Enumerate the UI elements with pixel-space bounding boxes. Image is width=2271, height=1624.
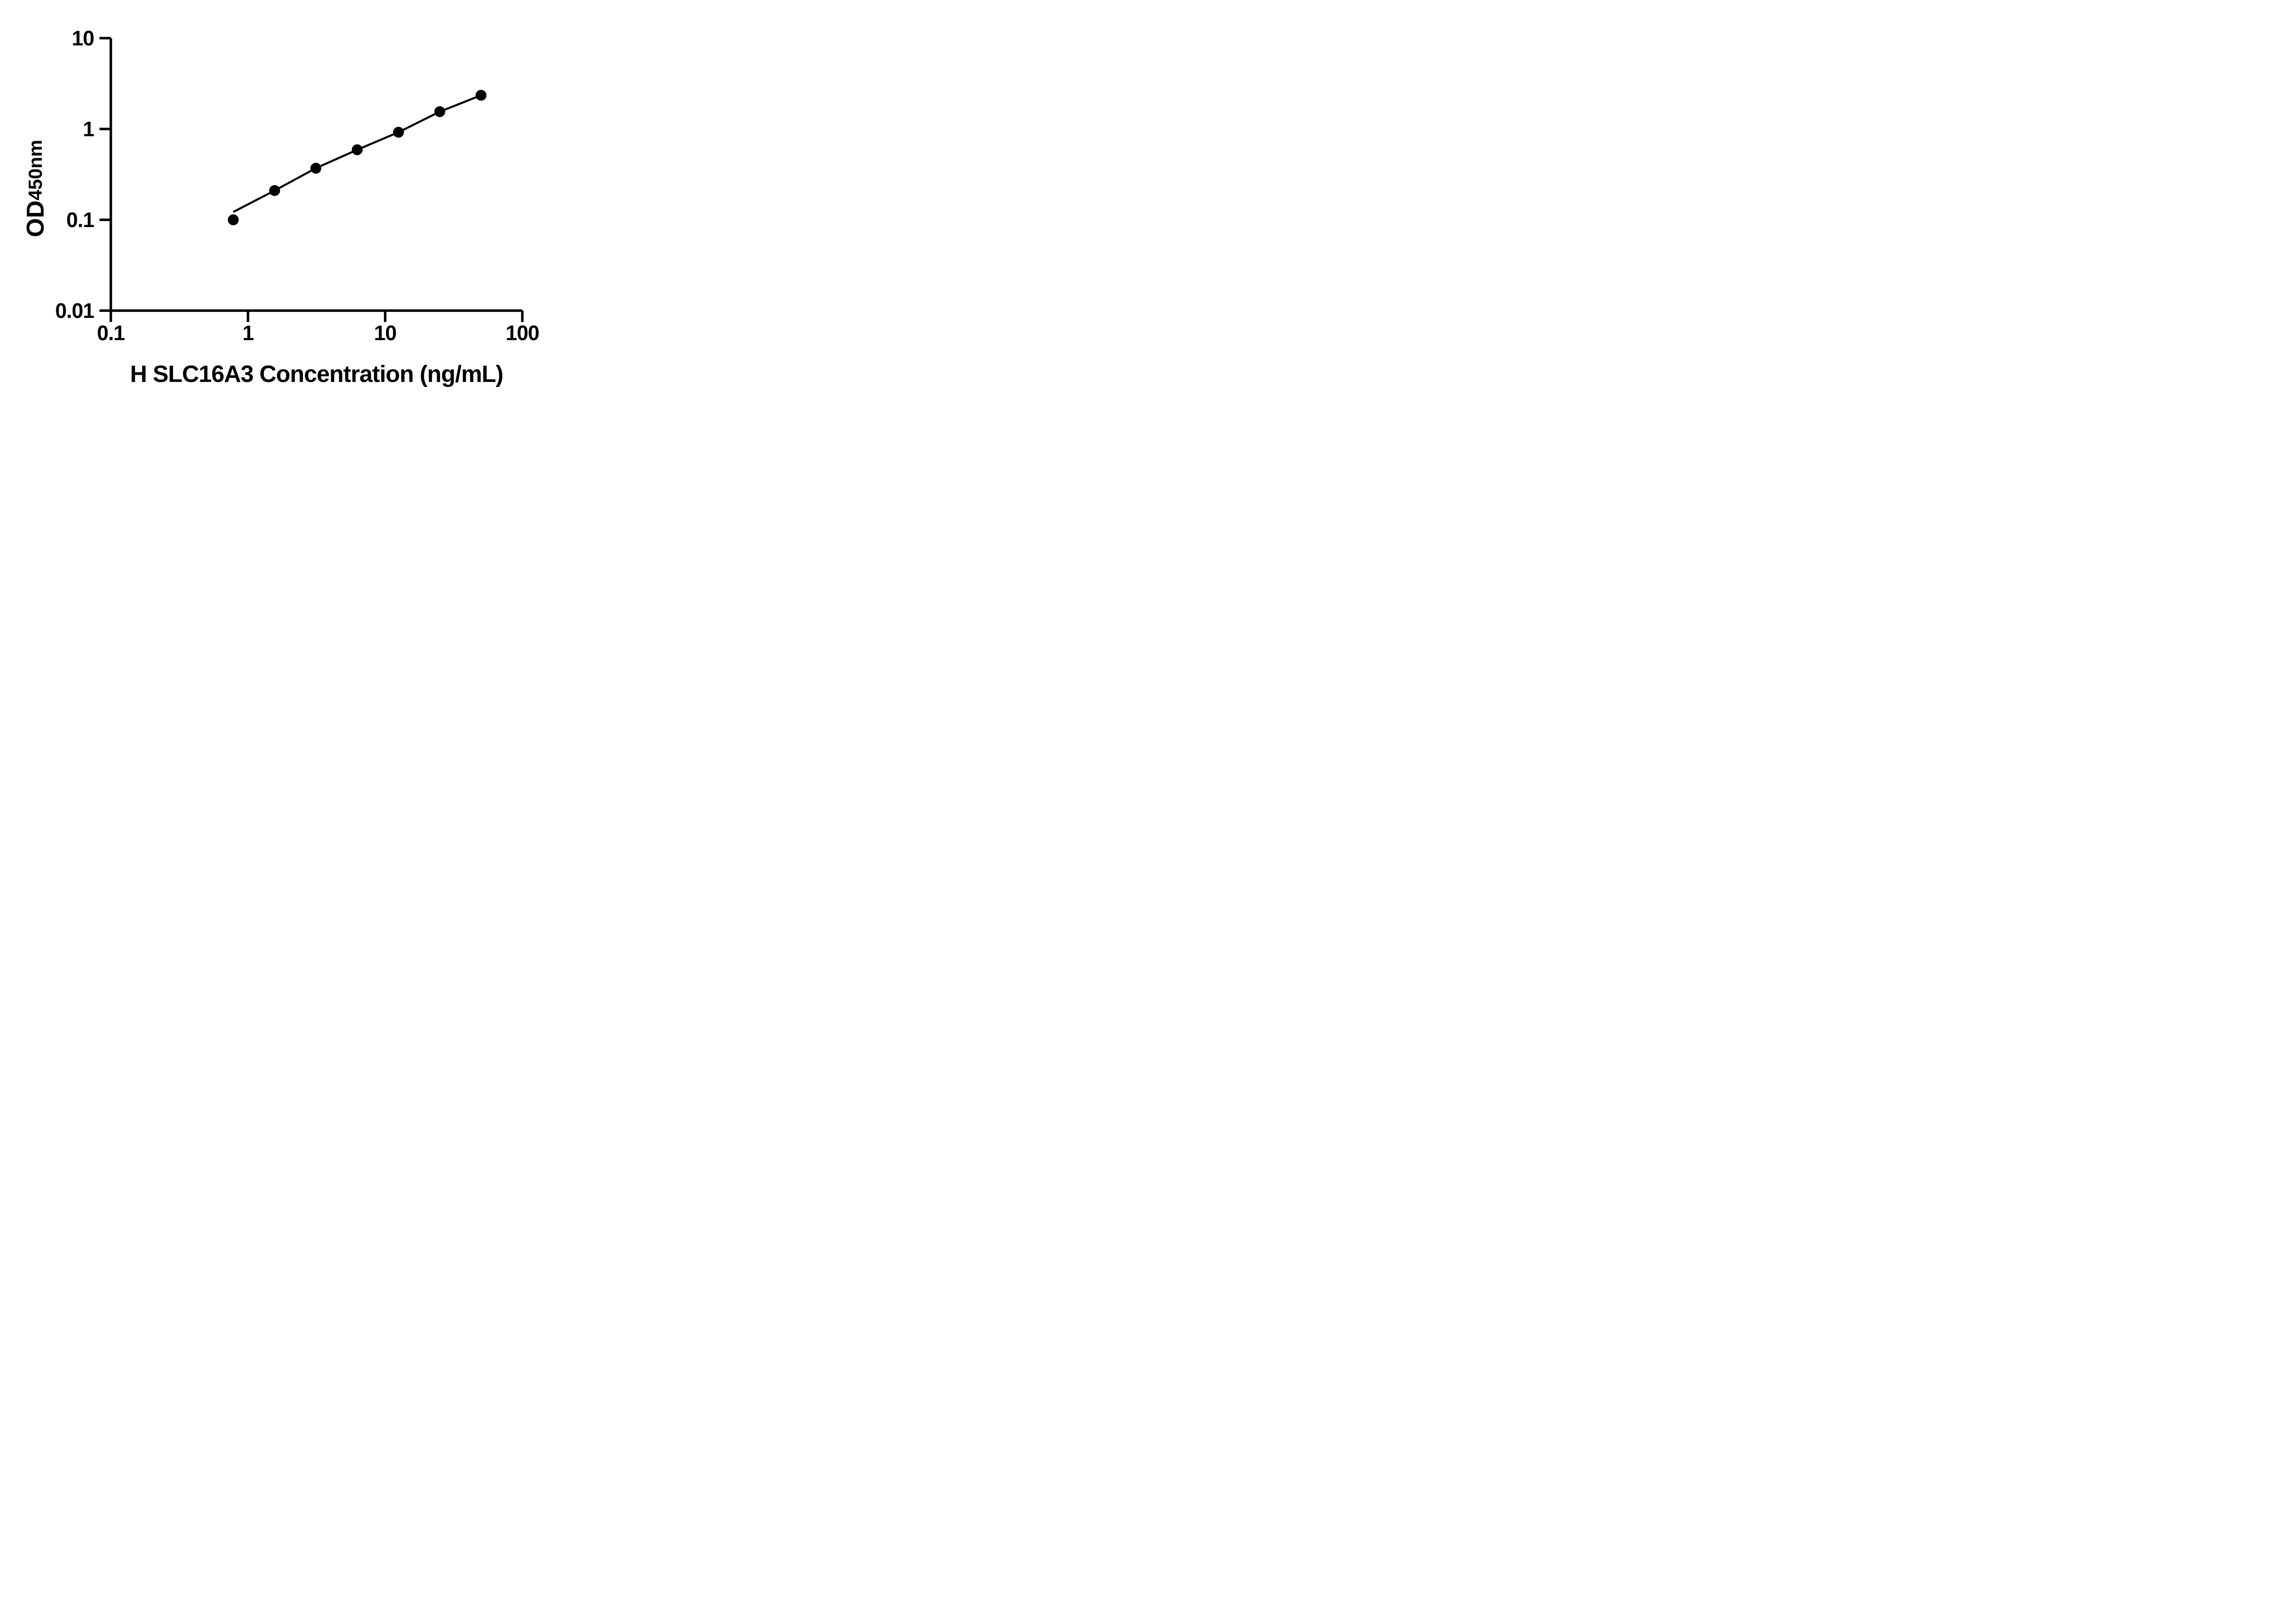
data-point xyxy=(269,185,280,196)
x-tick-label: 100 xyxy=(506,321,539,345)
data-point xyxy=(310,163,322,174)
y-axis-title: OD 450nm xyxy=(17,7,54,370)
data-point xyxy=(352,144,363,155)
data-layer xyxy=(228,89,487,225)
x-tick-label: 0.1 xyxy=(97,321,125,345)
y-tick-label: 1 xyxy=(83,117,94,141)
x-tick-label: 1 xyxy=(243,321,254,345)
x-tick-label: 10 xyxy=(374,321,396,345)
data-point xyxy=(228,214,239,225)
axis-spine xyxy=(109,38,522,312)
y-axis-title-subscript: 450nm xyxy=(25,139,46,201)
data-point xyxy=(434,106,446,117)
data-point xyxy=(393,127,404,138)
elisa-standard-curve-figure: 0.01 0.1 1 10 0.1 1 10 100 OD 450nm H SLC16A3 Co… xyxy=(0,0,583,406)
data-point xyxy=(476,89,487,101)
y-tick-label: 0.01 xyxy=(55,299,94,322)
y-tick-label: 10 xyxy=(72,26,94,50)
y-axis-title-main: OD xyxy=(22,200,49,238)
x-axis-title: H SLC16A3 Concentration (ng/mL) xyxy=(130,361,503,387)
y-tick-label: 0.1 xyxy=(66,208,94,232)
